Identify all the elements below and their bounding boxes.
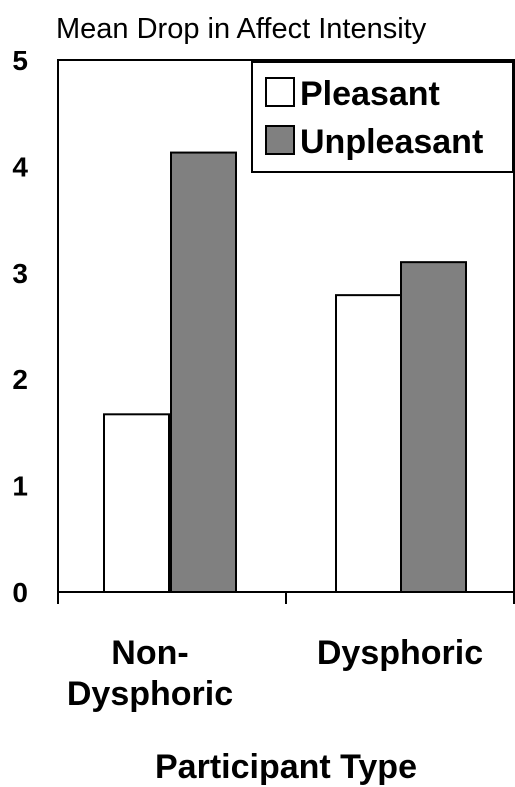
y-tick-label: 4 (12, 151, 28, 182)
bar-pleasant (103, 413, 170, 594)
y-tick-label: 3 (12, 258, 28, 289)
bar-unpleasant (170, 151, 237, 593)
y-tick-label: 2 (12, 364, 28, 395)
category-label: Non-Dysphoric (67, 634, 233, 713)
legend: Pleasant Unpleasant (251, 61, 514, 173)
y-tick-label: 5 (12, 45, 28, 76)
bar-unpleasant (400, 261, 467, 593)
legend-box (251, 61, 514, 173)
y-tick-label: 0 (12, 577, 28, 608)
legend-label: Pleasant (300, 75, 440, 113)
bars (103, 151, 467, 594)
x-axis-label: Participant Type (155, 748, 417, 786)
y-axis-label: Mean Drop in Affect Intensity (56, 13, 427, 45)
x-axis: Non-Dysphoric Dysphoric (57, 592, 515, 713)
legend-label: Unpleasant (300, 123, 483, 161)
category-label: Dysphoric (317, 634, 483, 672)
legend-swatch (265, 125, 295, 155)
y-tick-label: 1 (12, 471, 28, 502)
legend-swatch (265, 77, 295, 107)
y-axis: 0 1 2 3 4 5 (12, 45, 28, 608)
bar-pleasant (335, 294, 402, 593)
